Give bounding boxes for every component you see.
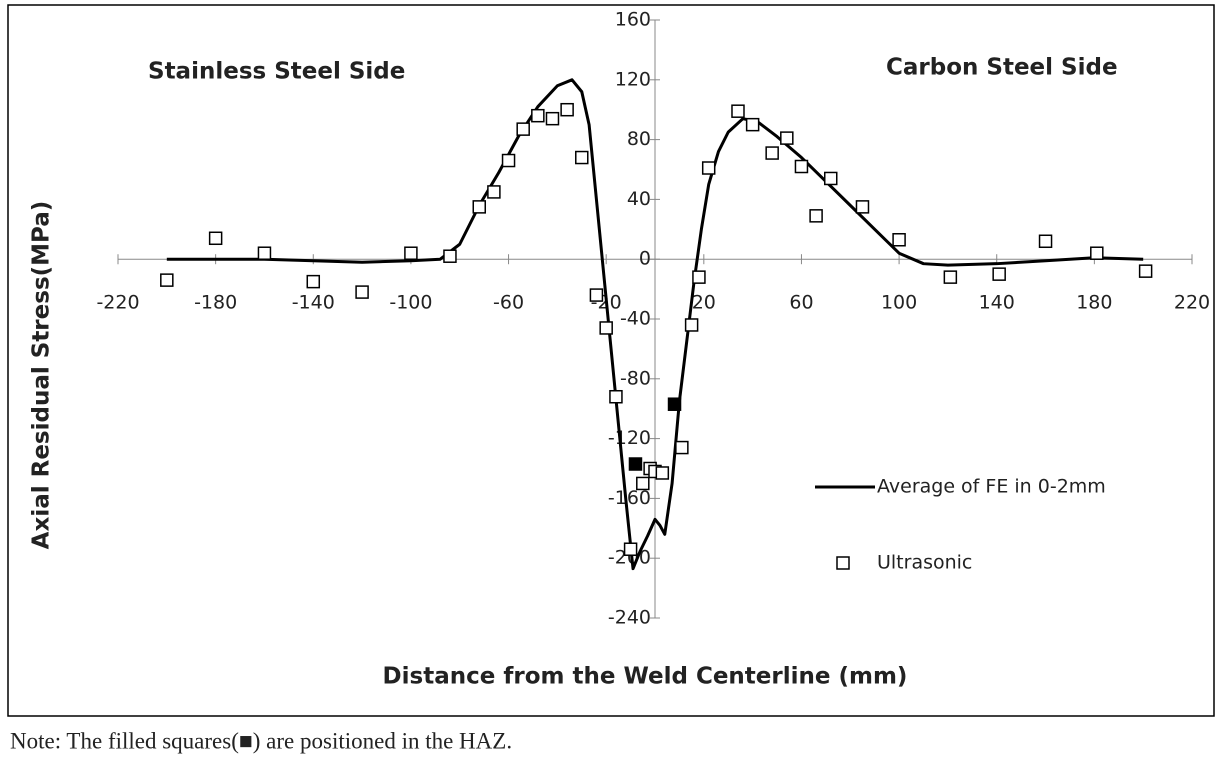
marker bbox=[306, 274, 321, 289]
x-tick-label: 220 bbox=[1174, 292, 1210, 314]
marker bbox=[809, 209, 823, 223]
marker bbox=[667, 397, 682, 411]
marker bbox=[780, 131, 794, 145]
marker bbox=[636, 476, 650, 491]
x-tick-label: 140 bbox=[979, 292, 1015, 314]
note: Note: The filled squares(■) are position… bbox=[10, 728, 512, 753]
x-tick-label: 100 bbox=[881, 292, 917, 314]
y-tick-label: -240 bbox=[608, 607, 651, 629]
marker bbox=[487, 185, 501, 199]
marker bbox=[794, 159, 809, 174]
marker bbox=[943, 270, 958, 284]
x-tick-label: 60 bbox=[789, 292, 813, 314]
y-axis-label: Axial Residual Stress(MPa) bbox=[29, 201, 55, 550]
marker bbox=[531, 108, 545, 123]
y-tick-label: -160 bbox=[608, 487, 651, 509]
annotation: Stainless Steel Side bbox=[148, 59, 405, 85]
marker bbox=[609, 389, 623, 404]
marker bbox=[589, 288, 604, 302]
marker bbox=[823, 171, 838, 186]
marker bbox=[675, 440, 689, 455]
marker bbox=[1038, 234, 1053, 249]
marker bbox=[404, 246, 418, 260]
x-tick-label: -100 bbox=[389, 292, 432, 314]
marker bbox=[745, 117, 760, 132]
marker bbox=[655, 466, 670, 480]
marker bbox=[516, 122, 530, 136]
chart-border bbox=[7, 4, 1215, 717]
legend-label: Average of FE in 0-2mm bbox=[877, 476, 1106, 498]
marker bbox=[892, 233, 906, 247]
marker bbox=[545, 111, 560, 126]
marker bbox=[992, 267, 1006, 281]
y-tick-label: 40 bbox=[627, 188, 651, 210]
marker bbox=[628, 457, 643, 471]
x-tick-label: -220 bbox=[96, 292, 139, 314]
marker bbox=[160, 273, 174, 287]
marker bbox=[355, 285, 369, 299]
marker bbox=[731, 104, 745, 118]
marker bbox=[855, 200, 870, 214]
x-tick-label: -60 bbox=[493, 292, 524, 314]
y-tick-label: -120 bbox=[608, 427, 651, 449]
y-tick-label: 80 bbox=[627, 128, 651, 150]
y-tick-label: 0 bbox=[639, 248, 651, 270]
marker bbox=[560, 102, 574, 117]
legend-marker bbox=[836, 556, 850, 570]
marker bbox=[443, 249, 457, 263]
marker bbox=[765, 146, 779, 160]
y-tick-label: 160 bbox=[615, 9, 651, 31]
marker bbox=[623, 542, 638, 556]
marker bbox=[208, 231, 223, 246]
marker bbox=[575, 150, 589, 165]
x-axis-label: Distance from the Weld Centerline (mm) bbox=[383, 664, 908, 690]
legend-label: Ultrasonic bbox=[877, 552, 972, 574]
y-tick-label: 120 bbox=[615, 68, 651, 90]
y-tick-label: -40 bbox=[620, 308, 651, 330]
x-tick-label: 20 bbox=[692, 292, 716, 314]
x-tick-label: 180 bbox=[1076, 292, 1112, 314]
marker bbox=[692, 270, 706, 284]
marker bbox=[599, 321, 613, 335]
marker bbox=[684, 318, 699, 332]
marker bbox=[501, 153, 516, 168]
marker bbox=[1138, 264, 1153, 278]
x-tick-label: -180 bbox=[194, 292, 237, 314]
y-tick-label: -80 bbox=[620, 367, 651, 389]
annotation: Carbon Steel Side bbox=[886, 55, 1118, 81]
marker bbox=[257, 246, 272, 260]
marker bbox=[472, 200, 487, 214]
marker bbox=[701, 161, 716, 175]
marker bbox=[1090, 246, 1104, 260]
x-tick-label: -140 bbox=[292, 292, 335, 314]
